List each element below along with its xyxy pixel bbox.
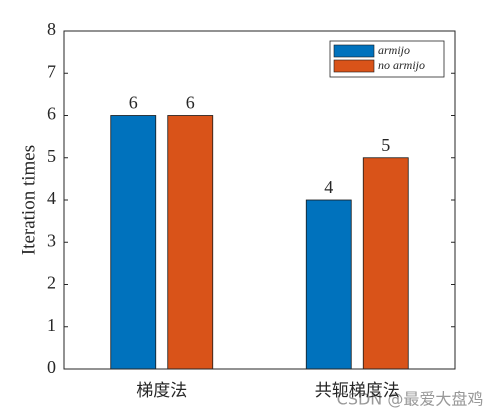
y-tick-label: 4	[47, 188, 56, 208]
bar	[167, 115, 214, 370]
legend-label: no armijo	[378, 58, 425, 72]
y-tick-label: 6	[47, 104, 56, 124]
legend-swatch	[333, 44, 375, 58]
watermark: CSDN @最爱大盘鸡	[337, 390, 484, 409]
y-axis-label: Iteration times	[18, 145, 39, 255]
value-label: 6	[129, 93, 138, 113]
y-tick-label: 3	[47, 230, 56, 250]
legend-swatch	[333, 59, 375, 73]
value-label: 4	[324, 177, 333, 197]
bar	[362, 157, 409, 370]
y-tick-label: 0	[47, 357, 56, 377]
bar	[110, 115, 157, 370]
y-tick-label: 8	[47, 19, 56, 39]
bar	[305, 199, 352, 370]
y-tick-label: 7	[47, 61, 56, 81]
value-label: 6	[186, 93, 195, 113]
axes-box	[63, 30, 456, 370]
y-tick-label: 2	[47, 273, 56, 293]
value-label: 5	[381, 135, 390, 155]
y-tick-label: 5	[47, 146, 56, 166]
x-tick-label: 梯度法	[136, 381, 187, 401]
y-tick-label: 1	[47, 315, 56, 335]
x-tick-label: 共轭梯度法	[315, 381, 400, 401]
legend-label: armijo	[378, 43, 410, 57]
